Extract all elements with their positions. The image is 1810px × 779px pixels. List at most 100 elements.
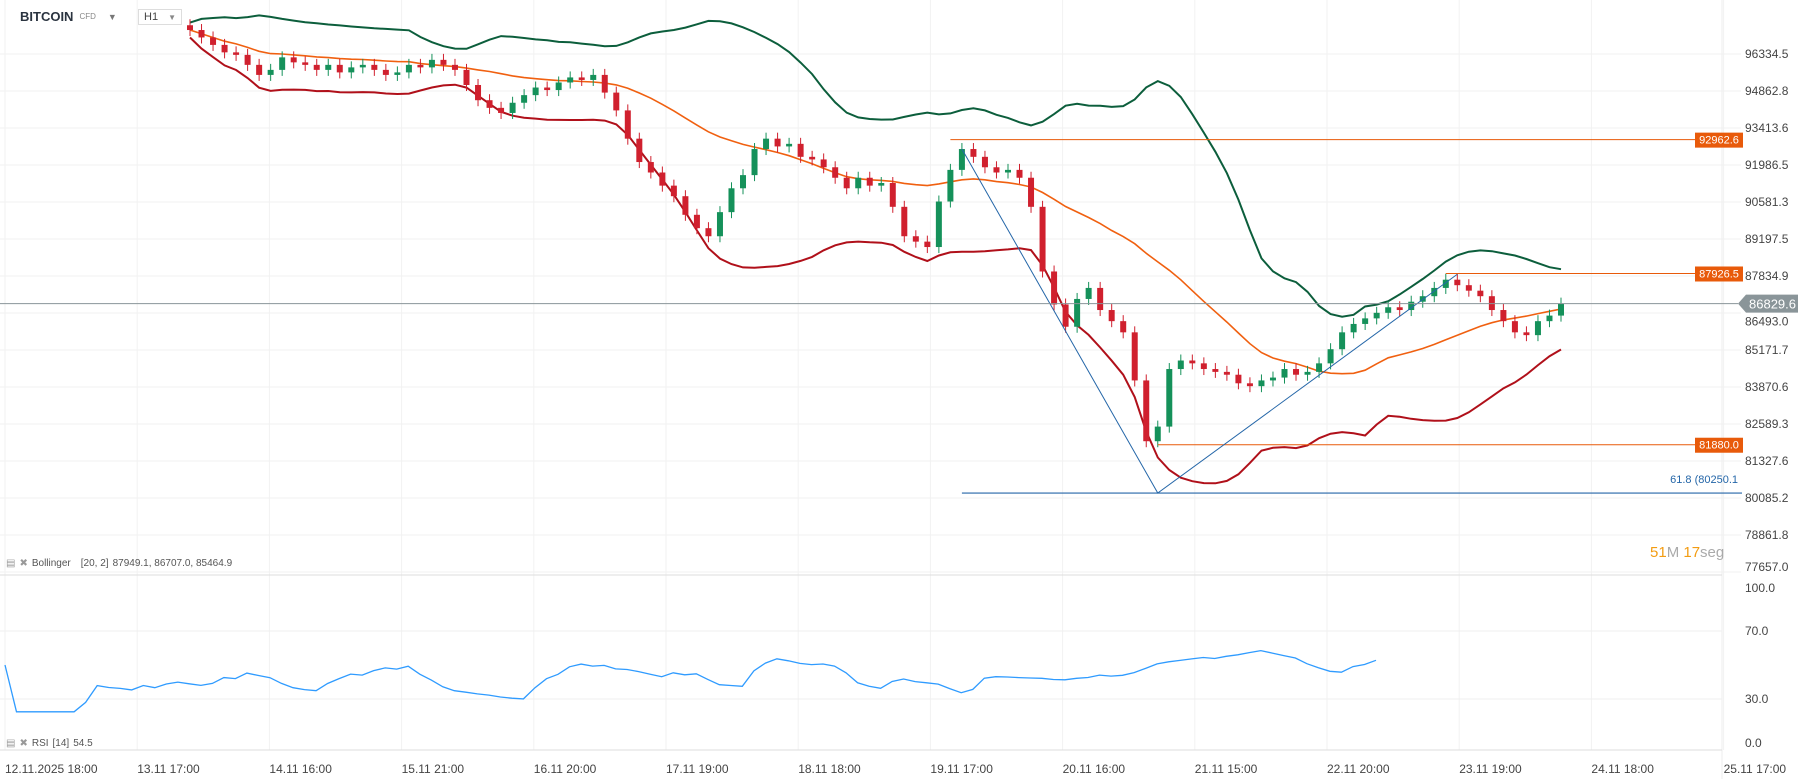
candle-body: [1166, 369, 1173, 427]
rsi-value: 54.5: [73, 738, 93, 749]
candle-body: [1431, 287, 1438, 297]
date-tick-label: 21.11 15:00: [1195, 762, 1258, 776]
rsi-tick-label: 100.0: [1745, 581, 1775, 595]
candle-body: [1454, 279, 1461, 286]
candle-body: [187, 25, 193, 31]
symbol-name: BITCOIN: [20, 9, 74, 24]
candle-body: [532, 87, 539, 96]
candle-body: [1051, 271, 1058, 305]
settings-icon[interactable]: ▤: [6, 738, 16, 749]
candle-body: [751, 149, 758, 176]
candle-body: [1465, 285, 1472, 291]
candle-body: [1534, 321, 1541, 336]
date-tick-label: 18.11 18:00: [798, 762, 861, 776]
candle-body: [256, 64, 263, 75]
candle-body: [1200, 363, 1207, 370]
candle-body: [832, 167, 839, 178]
price-tick-label: 83870.6: [1745, 380, 1789, 394]
candle-body: [1558, 303, 1564, 316]
timeframe-dropdown[interactable]: H1 ▼: [138, 9, 182, 25]
candle-body: [1339, 332, 1346, 350]
candle-body: [1235, 374, 1242, 384]
level-price-tag: [1695, 266, 1743, 282]
fibonacci-label: 61.8 (80250.1: [1670, 474, 1738, 486]
candle-body: [451, 64, 458, 70]
candle-body: [486, 100, 493, 108]
rsi-params: [14]: [52, 738, 70, 749]
candle-body: [1396, 307, 1403, 311]
candle-body: [1385, 307, 1392, 313]
rsi-line: [4, 649, 1377, 713]
candle-body: [855, 177, 862, 189]
candle-body: [382, 69, 389, 75]
rsi-tick-label: 30.0: [1745, 692, 1769, 706]
date-tick-label: 17.11 19:00: [666, 762, 729, 776]
candle-body: [1327, 349, 1334, 364]
candle-body: [336, 64, 343, 73]
candle-body: [544, 87, 551, 91]
candle-body: [279, 57, 286, 70]
candle-body: [475, 84, 482, 101]
candle-body: [1258, 380, 1265, 387]
candle-body: [1442, 279, 1449, 288]
close-icon[interactable]: ✖: [19, 738, 28, 749]
symbol-selector[interactable]: BITCOIN CFD ▼: [20, 9, 117, 24]
candle-body: [417, 64, 424, 68]
price-tick-label: 96334.5: [1745, 47, 1789, 61]
bollinger-legend: ▤ ✖ Bollinger [20, 2] 87949.1, 86707.0, …: [6, 558, 232, 569]
candle-body: [555, 82, 562, 91]
candle-body: [1120, 321, 1127, 333]
price-tick-label: 94862.8: [1745, 84, 1789, 98]
current-price-label: 86829.6: [1749, 297, 1796, 312]
candle-body: [970, 149, 977, 157]
candle-body: [498, 107, 505, 113]
candle-body: [394, 72, 401, 75]
date-tick-label: 12.11.2025 18:00: [5, 762, 98, 776]
rsi-name: RSI: [31, 738, 49, 749]
candle-body: [740, 175, 747, 189]
settings-icon[interactable]: ▤: [6, 558, 16, 569]
candle-body: [521, 95, 528, 103]
candle-body: [705, 228, 712, 237]
candle-body: [405, 64, 412, 73]
price-tick-label: 90581.3: [1745, 195, 1789, 209]
candle-body: [1143, 380, 1150, 442]
candle-body: [371, 64, 378, 70]
level-price-label: 92962.6: [1699, 135, 1739, 147]
candle-body: [302, 62, 309, 65]
candle-body: [313, 64, 320, 70]
price-tick-label: 78861.8: [1745, 528, 1789, 542]
date-tick-label: 23.11 19:00: [1459, 762, 1522, 776]
candle-body: [1131, 332, 1138, 381]
candle-body: [1316, 363, 1323, 372]
rsi-tick-label: 70.0: [1745, 624, 1769, 638]
level-price-tag: [1695, 132, 1743, 148]
date-tick-label: 13.11 17:00: [137, 762, 200, 776]
candle-body: [1362, 318, 1369, 324]
price-tick-label: 82589.3: [1745, 417, 1789, 431]
candle-body: [463, 69, 470, 85]
candle-body: [348, 67, 355, 73]
candle-body: [509, 102, 516, 113]
candle-body: [912, 236, 919, 242]
candle-body: [901, 206, 908, 237]
close-icon[interactable]: ✖: [19, 558, 28, 569]
candle-body: [647, 162, 654, 173]
candle-body: [440, 59, 447, 65]
bollinger-name: Bollinger: [31, 558, 71, 569]
bollinger-upper-line: [189, 14, 1562, 318]
price-tick-label: 93413.6: [1745, 121, 1789, 135]
bollinger-values: 87949.1, 86707.0, 85464.9: [112, 558, 233, 569]
candle-body: [290, 57, 297, 63]
candle-body: [1074, 298, 1081, 327]
candle-body: [981, 156, 988, 168]
candle-body: [843, 177, 850, 189]
candle-body: [728, 188, 735, 213]
symbol-type: CFD: [79, 12, 96, 21]
candle-body: [1212, 369, 1219, 372]
price-tick-label: 89197.5: [1745, 232, 1789, 246]
price-tick-label: 77657.0: [1745, 560, 1789, 574]
candle-body: [1223, 371, 1230, 375]
date-tick-label: 20.11 16:00: [1063, 762, 1126, 776]
